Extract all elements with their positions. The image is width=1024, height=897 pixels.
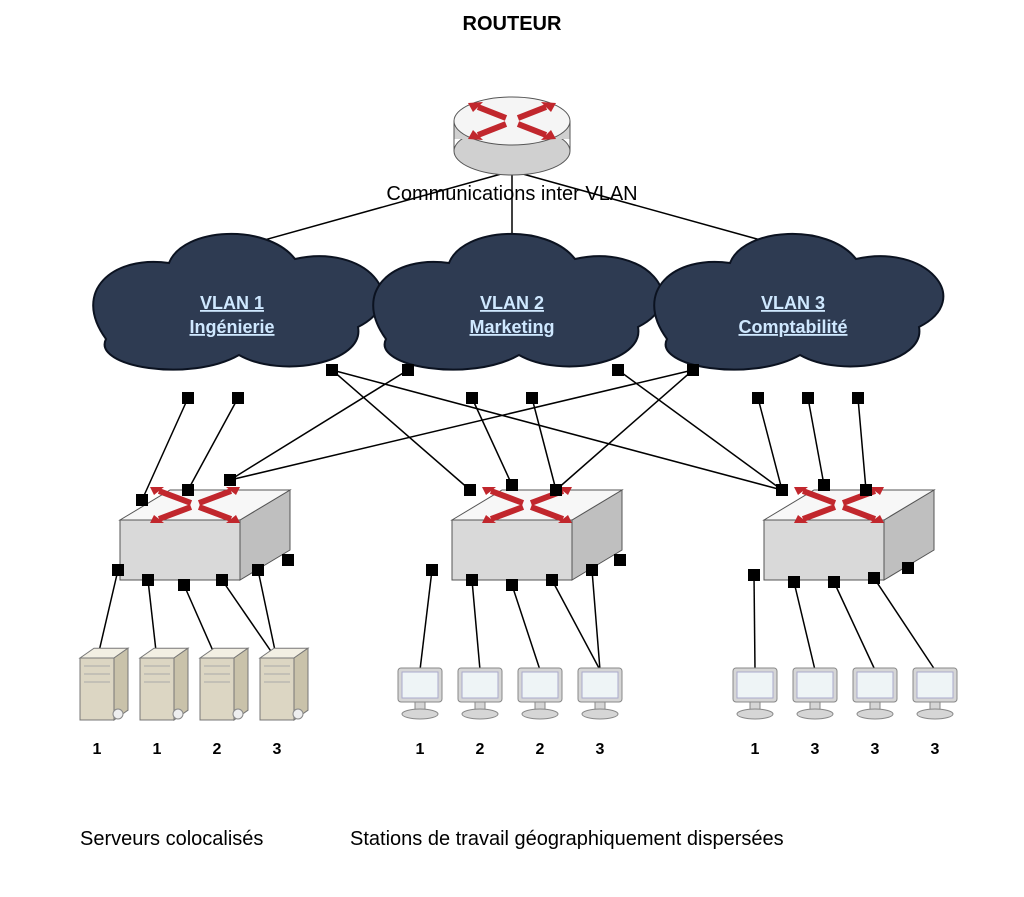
server-icon: 1 <box>80 648 128 758</box>
switch-icon <box>112 474 294 591</box>
device-number: 1 <box>751 741 760 758</box>
workstation-icon: 3 <box>913 668 957 758</box>
switches <box>112 474 934 591</box>
device-number: 2 <box>476 741 485 758</box>
vlan-label: VLAN 3 <box>761 293 825 313</box>
server-icon: 3 <box>260 648 308 758</box>
caption-servers: Serveurs colocalisés <box>80 828 263 850</box>
device-number: 1 <box>153 741 162 758</box>
workstations-group-1: 1 2 2 3 <box>398 668 622 758</box>
workstation-icon: 3 <box>578 668 622 758</box>
workstation-icon: 3 <box>853 668 897 758</box>
device-number: 1 <box>93 741 102 758</box>
vlan-cloud: VLAN 3 Comptabilité <box>654 234 943 404</box>
links-cloud-to-switch <box>142 370 866 500</box>
device-number: 2 <box>213 741 222 758</box>
device-number: 2 <box>536 741 545 758</box>
vlan-cloud: VLAN 1 Ingénierie <box>93 234 382 404</box>
server-icon: 1 <box>140 648 188 758</box>
workstation-icon: 1 <box>733 668 777 758</box>
device-number: 3 <box>596 741 605 758</box>
switch-icon <box>748 479 934 588</box>
server-icon: 2 <box>200 648 248 758</box>
vlan-sublabel: Marketing <box>469 317 554 337</box>
workstation-icon: 1 <box>398 668 442 758</box>
workstation-icon: 2 <box>518 668 562 758</box>
vlan-label: VLAN 2 <box>480 293 544 313</box>
device-number: 3 <box>871 741 880 758</box>
caption-workstations: Stations de travail géographiquement dis… <box>350 828 784 850</box>
vlan-clouds: VLAN 1 Ingénierie VLAN 2 Marketing VLAN 3 Com… <box>93 234 943 404</box>
servers: 1 1 2 3 <box>80 648 308 758</box>
network-diagram: ROUTEUR Communications inter VLAN VLAN 1… <box>0 0 1024 897</box>
switch-icon <box>426 479 626 591</box>
vlan-cloud: VLAN 2 Marketing <box>373 234 662 404</box>
device-number: 3 <box>811 741 820 758</box>
inter-vlan-label: Communications inter VLAN <box>386 183 637 205</box>
workstations-group-2: 1 3 3 3 <box>733 668 957 758</box>
vlan-sublabel: Ingénierie <box>189 317 274 337</box>
vlan-sublabel: Comptabilité <box>738 317 847 337</box>
workstation-icon: 2 <box>458 668 502 758</box>
device-number: 3 <box>931 741 940 758</box>
workstation-icon: 3 <box>793 668 837 758</box>
device-number: 3 <box>273 741 282 758</box>
router-title: ROUTEUR <box>463 13 562 35</box>
device-number: 1 <box>416 741 425 758</box>
router-icon <box>454 97 570 175</box>
vlan-label: VLAN 1 <box>200 293 264 313</box>
